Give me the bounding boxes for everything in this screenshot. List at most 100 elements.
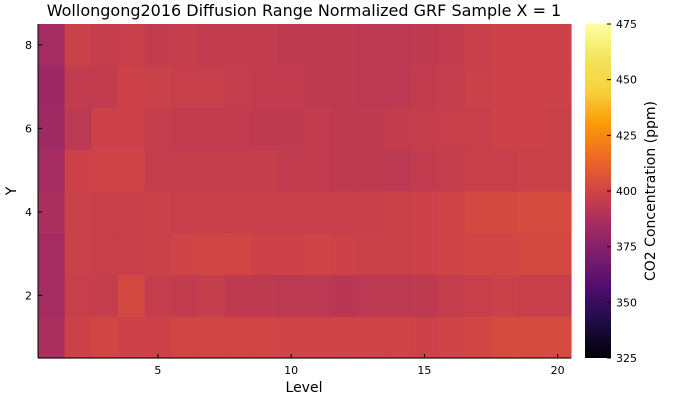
y-tick-label: 4 — [25, 206, 32, 219]
heatmap-cell — [357, 149, 386, 192]
heatmap-cell — [491, 316, 519, 359]
heatmap-cell — [437, 24, 465, 67]
heatmap-cell — [197, 65, 226, 109]
colorbar-ticks: 325 350 375 400 425 450 475 — [607, 18, 637, 365]
heatmap-cell — [91, 191, 119, 234]
heatmap-cell — [277, 149, 306, 192]
heatmap-cell — [64, 107, 92, 150]
heatmap-cell — [224, 274, 252, 317]
heatmap-cell — [197, 149, 226, 192]
heatmap-cell — [224, 191, 252, 234]
heatmap-cell — [144, 24, 172, 67]
heatmap-cell — [91, 149, 119, 192]
x-tick-label: 5 — [154, 364, 161, 377]
heatmap-cell — [331, 65, 359, 109]
heatmap-cell — [277, 316, 306, 359]
heatmap-cell — [491, 24, 519, 67]
heatmap-cell — [517, 232, 545, 276]
heatmap-cell — [464, 316, 492, 359]
x-ticks: 5 10 15 20 — [154, 354, 565, 377]
heatmap-cell — [357, 191, 386, 234]
y-tick-label: 6 — [25, 122, 32, 135]
heatmap-cell — [517, 65, 545, 109]
heatmap-cell — [517, 107, 545, 150]
heatmap-cell — [91, 316, 119, 359]
heatmap-cell — [357, 65, 386, 109]
heatmap-cell — [277, 232, 306, 276]
heatmap-cell — [224, 149, 252, 192]
heatmap-cell — [91, 232, 119, 276]
heatmap-cell — [357, 24, 386, 67]
heatmap-cell — [304, 191, 332, 234]
heatmap-cell — [251, 149, 279, 192]
heatmap-cell — [144, 274, 172, 317]
x-tick-label: 15 — [417, 364, 431, 377]
heatmap-cell — [544, 107, 572, 150]
heatmap-cell — [277, 24, 306, 67]
heatmap-cell — [411, 24, 439, 67]
heatmap-cell — [437, 274, 465, 317]
heatmap-cell — [38, 232, 66, 276]
heatmap-cell — [251, 107, 279, 150]
heatmap-cell — [384, 316, 412, 359]
heatmap-cell — [91, 274, 119, 317]
heatmap-cell — [277, 65, 306, 109]
heatmap-cell — [491, 107, 519, 150]
heatmap-cell — [437, 149, 465, 192]
heatmap-cell — [277, 274, 306, 317]
heatmap-cell — [64, 191, 92, 234]
heatmap-cell — [464, 24, 492, 67]
colorbar-tick-label: 400 — [616, 185, 637, 198]
heatmap-cell — [491, 232, 519, 276]
heatmap-cell — [251, 191, 279, 234]
heatmap-cell — [544, 274, 572, 317]
heatmap-cell — [517, 191, 545, 234]
heatmap-cell — [38, 65, 66, 109]
colorbar-tick-label: 375 — [616, 241, 637, 254]
heatmap-cell — [464, 65, 492, 109]
heatmap-cell — [517, 149, 545, 192]
heatmap-cell — [464, 107, 492, 150]
heatmap-cell — [224, 65, 252, 109]
heatmap-cell — [91, 24, 119, 67]
heatmap-cell — [517, 316, 545, 359]
heatmap-cell — [384, 65, 412, 109]
heatmap-cell — [437, 107, 465, 150]
heatmap-cell — [144, 316, 172, 359]
heatmap-cell — [411, 149, 439, 192]
heatmap-cell — [197, 107, 226, 150]
x-tick-label: 20 — [551, 364, 565, 377]
heatmap-cell — [437, 232, 465, 276]
heatmap-cell — [357, 107, 386, 150]
heatmap-cell — [331, 274, 359, 317]
heatmap-cell — [331, 107, 359, 150]
heatmap-cells — [38, 24, 572, 359]
heatmap-cell — [357, 316, 386, 359]
heatmap-cell — [144, 107, 172, 150]
heatmap-cell — [171, 24, 199, 67]
heatmap-cell — [544, 24, 572, 67]
chart-title: Wollongong2016 Diffusion Range Normalize… — [47, 1, 561, 20]
heatmap-cell — [91, 65, 119, 109]
heatmap-cell — [331, 316, 359, 359]
heatmap-cell — [64, 24, 92, 67]
colorbar-tick-label: 350 — [616, 296, 637, 309]
heatmap-cell — [411, 107, 439, 150]
heatmap-cell — [64, 232, 92, 276]
heatmap-cell — [304, 24, 332, 67]
heatmap-cell — [411, 191, 439, 234]
heatmap-cell — [144, 191, 172, 234]
heatmap-cell — [544, 65, 572, 109]
heatmap-cell — [38, 107, 66, 150]
heatmap-cell — [491, 65, 519, 109]
heatmap-cell — [437, 191, 465, 234]
heatmap-cell — [197, 232, 226, 276]
heatmap-cell — [144, 232, 172, 276]
heatmap-cell — [464, 191, 492, 234]
heatmap-cell — [411, 316, 439, 359]
heatmap-cell — [544, 232, 572, 276]
heatmap-cell — [304, 316, 332, 359]
heatmap-cell — [144, 65, 172, 109]
heatmap-cell — [411, 65, 439, 109]
